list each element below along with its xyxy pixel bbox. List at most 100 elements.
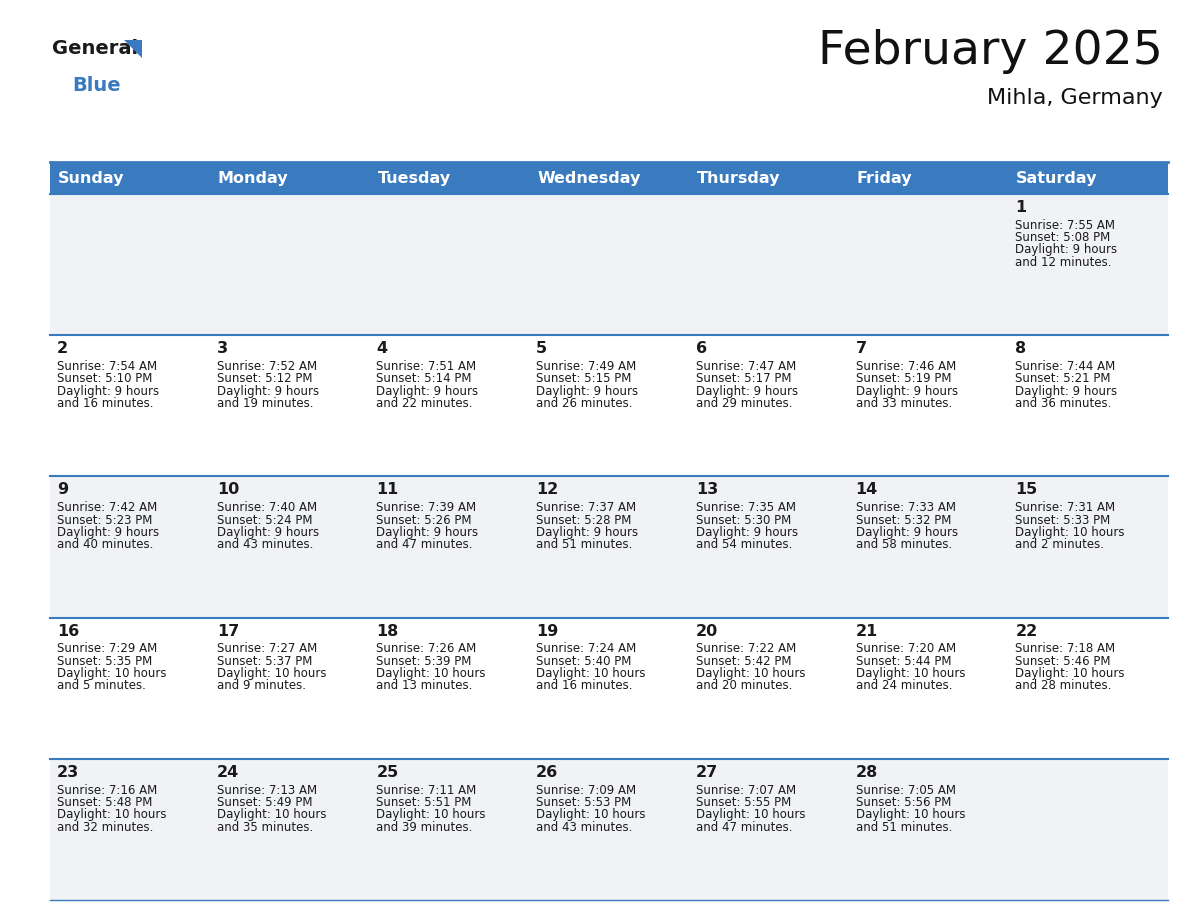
Bar: [848, 194, 1009, 335]
Text: Daylight: 9 hours: Daylight: 9 hours: [216, 385, 318, 397]
Text: Daylight: 9 hours: Daylight: 9 hours: [1016, 385, 1118, 397]
Text: Sunrise: 7:20 AM: Sunrise: 7:20 AM: [855, 643, 955, 655]
Text: Daylight: 9 hours: Daylight: 9 hours: [536, 526, 638, 539]
Text: 15: 15: [1016, 482, 1037, 498]
Text: and 16 minutes.: and 16 minutes.: [57, 397, 153, 410]
Text: 21: 21: [855, 623, 878, 639]
Text: Sunrise: 7:40 AM: Sunrise: 7:40 AM: [216, 501, 317, 514]
Text: Sunset: 5:53 PM: Sunset: 5:53 PM: [536, 796, 631, 809]
Text: and 19 minutes.: and 19 minutes.: [216, 397, 314, 410]
Text: General: General: [52, 39, 138, 58]
Bar: [848, 476, 1009, 618]
Text: Daylight: 10 hours: Daylight: 10 hours: [536, 808, 645, 822]
Bar: [689, 162, 848, 194]
Text: and 32 minutes.: and 32 minutes.: [57, 821, 153, 834]
Text: Sunday: Sunday: [58, 171, 125, 185]
Text: and 43 minutes.: and 43 minutes.: [216, 538, 314, 551]
Bar: [369, 162, 529, 194]
Text: Daylight: 9 hours: Daylight: 9 hours: [696, 385, 798, 397]
Text: 8: 8: [1016, 341, 1026, 356]
Text: 2: 2: [57, 341, 68, 356]
Text: Sunrise: 7:13 AM: Sunrise: 7:13 AM: [216, 784, 317, 797]
Text: Sunrise: 7:16 AM: Sunrise: 7:16 AM: [57, 784, 157, 797]
Text: Saturday: Saturday: [1016, 171, 1098, 185]
Text: 27: 27: [696, 765, 718, 779]
Text: Daylight: 10 hours: Daylight: 10 hours: [377, 808, 486, 822]
Bar: [848, 759, 1009, 900]
Text: Daylight: 9 hours: Daylight: 9 hours: [536, 385, 638, 397]
Text: 3: 3: [216, 341, 228, 356]
Text: Sunset: 5:23 PM: Sunset: 5:23 PM: [57, 513, 152, 527]
Text: and 40 minutes.: and 40 minutes.: [57, 538, 153, 551]
Text: 12: 12: [536, 482, 558, 498]
Bar: [210, 618, 369, 759]
Text: Sunrise: 7:26 AM: Sunrise: 7:26 AM: [377, 643, 476, 655]
Bar: [848, 335, 1009, 476]
Text: Sunrise: 7:39 AM: Sunrise: 7:39 AM: [377, 501, 476, 514]
Bar: [1009, 335, 1168, 476]
Bar: [210, 759, 369, 900]
Text: Sunrise: 7:54 AM: Sunrise: 7:54 AM: [57, 360, 157, 373]
Text: Sunset: 5:24 PM: Sunset: 5:24 PM: [216, 513, 312, 527]
Bar: [50, 759, 210, 900]
Bar: [210, 335, 369, 476]
Polygon shape: [124, 40, 143, 58]
Text: Sunset: 5:19 PM: Sunset: 5:19 PM: [855, 373, 952, 386]
Text: Sunset: 5:26 PM: Sunset: 5:26 PM: [377, 513, 472, 527]
Text: 22: 22: [1016, 623, 1037, 639]
Text: 28: 28: [855, 765, 878, 779]
Text: and 39 minutes.: and 39 minutes.: [377, 821, 473, 834]
Text: Daylight: 9 hours: Daylight: 9 hours: [57, 526, 159, 539]
Bar: [689, 476, 848, 618]
Text: Daylight: 10 hours: Daylight: 10 hours: [696, 667, 805, 680]
Text: Sunset: 5:35 PM: Sunset: 5:35 PM: [57, 655, 152, 667]
Bar: [848, 618, 1009, 759]
Text: Sunset: 5:12 PM: Sunset: 5:12 PM: [216, 373, 312, 386]
Bar: [50, 476, 210, 618]
Text: Sunset: 5:56 PM: Sunset: 5:56 PM: [855, 796, 950, 809]
Bar: [1009, 476, 1168, 618]
Bar: [689, 759, 848, 900]
Text: Daylight: 9 hours: Daylight: 9 hours: [855, 385, 958, 397]
Text: and 35 minutes.: and 35 minutes.: [216, 821, 312, 834]
Text: Sunrise: 7:33 AM: Sunrise: 7:33 AM: [855, 501, 955, 514]
Text: and 47 minutes.: and 47 minutes.: [696, 821, 792, 834]
Text: 10: 10: [216, 482, 239, 498]
Bar: [369, 618, 529, 759]
Text: Sunrise: 7:46 AM: Sunrise: 7:46 AM: [855, 360, 956, 373]
Text: and 54 minutes.: and 54 minutes.: [696, 538, 792, 551]
Text: Sunset: 5:51 PM: Sunset: 5:51 PM: [377, 796, 472, 809]
Text: 25: 25: [377, 765, 399, 779]
Text: Sunset: 5:55 PM: Sunset: 5:55 PM: [696, 796, 791, 809]
Text: Sunrise: 7:51 AM: Sunrise: 7:51 AM: [377, 360, 476, 373]
Text: 6: 6: [696, 341, 707, 356]
Text: 19: 19: [536, 623, 558, 639]
Text: Daylight: 9 hours: Daylight: 9 hours: [57, 385, 159, 397]
Text: Sunset: 5:40 PM: Sunset: 5:40 PM: [536, 655, 632, 667]
Text: Sunset: 5:42 PM: Sunset: 5:42 PM: [696, 655, 791, 667]
Text: and 13 minutes.: and 13 minutes.: [377, 679, 473, 692]
Text: Daylight: 10 hours: Daylight: 10 hours: [855, 667, 965, 680]
Text: Friday: Friday: [857, 171, 912, 185]
Text: February 2025: February 2025: [819, 29, 1163, 74]
Text: Sunset: 5:49 PM: Sunset: 5:49 PM: [216, 796, 312, 809]
Text: Blue: Blue: [72, 76, 121, 95]
Text: Sunset: 5:10 PM: Sunset: 5:10 PM: [57, 373, 152, 386]
Text: and 47 minutes.: and 47 minutes.: [377, 538, 473, 551]
Text: and 36 minutes.: and 36 minutes.: [1016, 397, 1112, 410]
Text: Sunset: 5:30 PM: Sunset: 5:30 PM: [696, 513, 791, 527]
Bar: [369, 335, 529, 476]
Text: Daylight: 10 hours: Daylight: 10 hours: [855, 808, 965, 822]
Text: 16: 16: [57, 623, 80, 639]
Text: Sunrise: 7:24 AM: Sunrise: 7:24 AM: [536, 643, 637, 655]
Text: and 9 minutes.: and 9 minutes.: [216, 679, 305, 692]
Text: and 20 minutes.: and 20 minutes.: [696, 679, 792, 692]
Bar: [848, 162, 1009, 194]
Text: 11: 11: [377, 482, 399, 498]
Text: Daylight: 10 hours: Daylight: 10 hours: [696, 808, 805, 822]
Text: Daylight: 10 hours: Daylight: 10 hours: [377, 667, 486, 680]
Text: Daylight: 9 hours: Daylight: 9 hours: [855, 526, 958, 539]
Text: and 33 minutes.: and 33 minutes.: [855, 397, 952, 410]
Text: Tuesday: Tuesday: [378, 171, 450, 185]
Bar: [50, 618, 210, 759]
